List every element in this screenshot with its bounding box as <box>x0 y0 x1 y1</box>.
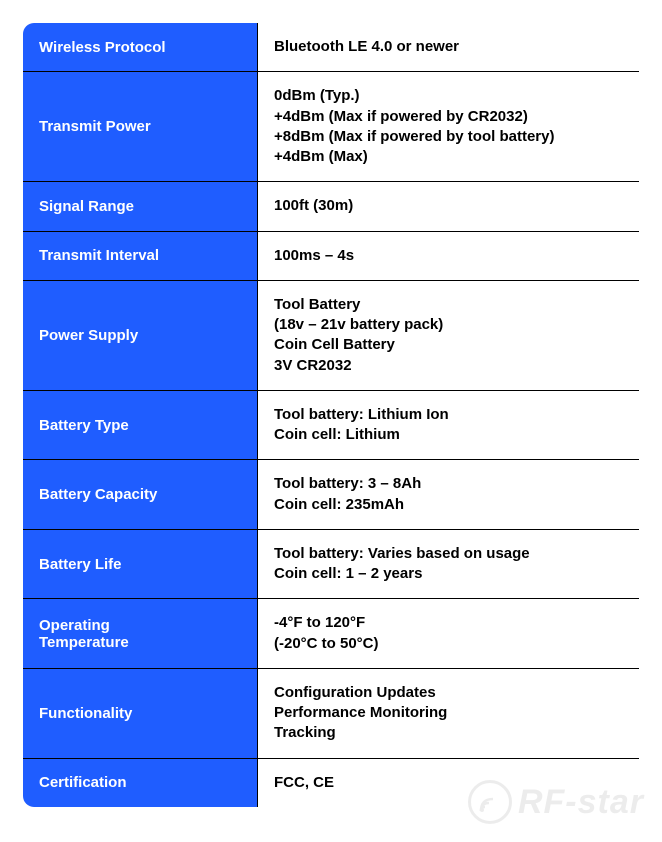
table-row: Transmit Power0dBm (Typ.)+4dBm (Max if p… <box>23 72 640 182</box>
spec-value: Tool battery: 3 – 8AhCoin cell: 235mAh <box>258 460 640 530</box>
table-row: OperatingTemperature-4°F to 120°F(-20°C … <box>23 599 640 669</box>
spec-table-body: Wireless ProtocolBluetooth LE 4.0 or new… <box>23 23 640 808</box>
spec-value: 100ft (30m) <box>258 182 640 231</box>
spec-label: Battery Capacity <box>23 460 258 530</box>
table-row: Battery TypeTool battery: Lithium IonCoi… <box>23 390 640 460</box>
table-row: FunctionalityConfiguration UpdatesPerfor… <box>23 668 640 758</box>
spec-value: Tool Battery(18v – 21v battery pack)Coin… <box>258 280 640 390</box>
spec-label: Certification <box>23 758 258 807</box>
table-row: Power SupplyTool Battery(18v – 21v batte… <box>23 280 640 390</box>
spec-label: OperatingTemperature <box>23 599 258 669</box>
spec-table: Wireless ProtocolBluetooth LE 4.0 or new… <box>22 22 640 808</box>
table-row: Battery LifeTool battery: Varies based o… <box>23 529 640 599</box>
spec-value: 100ms – 4s <box>258 231 640 280</box>
table-row: Battery CapacityTool battery: 3 – 8AhCoi… <box>23 460 640 530</box>
spec-label: Transmit Power <box>23 72 258 182</box>
table-row: Wireless ProtocolBluetooth LE 4.0 or new… <box>23 23 640 72</box>
spec-label: Transmit Interval <box>23 231 258 280</box>
spec-value: Bluetooth LE 4.0 or newer <box>258 23 640 72</box>
spec-label: Battery Type <box>23 390 258 460</box>
table-row: Signal Range100ft (30m) <box>23 182 640 231</box>
spec-value: 0dBm (Typ.)+4dBm (Max if powered by CR20… <box>258 72 640 182</box>
table-row: CertificationFCC, CE <box>23 758 640 807</box>
spec-label: Power Supply <box>23 280 258 390</box>
spec-value: -4°F to 120°F(-20°C to 50°C) <box>258 599 640 669</box>
spec-label: Signal Range <box>23 182 258 231</box>
spec-label: Battery Life <box>23 529 258 599</box>
spec-value: Tool battery: Varies based on usageCoin … <box>258 529 640 599</box>
table-row: Transmit Interval100ms – 4s <box>23 231 640 280</box>
spec-label: Wireless Protocol <box>23 23 258 72</box>
spec-value: Configuration UpdatesPerformance Monitor… <box>258 668 640 758</box>
spec-value: FCC, CE <box>258 758 640 807</box>
spec-value: Tool battery: Lithium IonCoin cell: Lith… <box>258 390 640 460</box>
spec-label: Functionality <box>23 668 258 758</box>
